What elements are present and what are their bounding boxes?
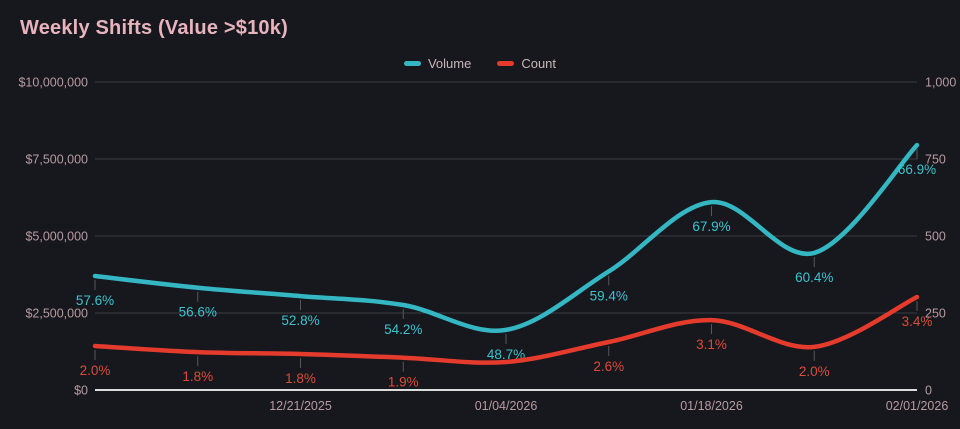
count-point-label: 1.9%	[388, 375, 419, 390]
volume-point-label: 57.6%	[76, 293, 114, 308]
legend-swatch-volume	[403, 61, 421, 66]
y-axis-right-label: 250	[925, 307, 946, 321]
volume-point-label: 59.4%	[590, 288, 628, 303]
chart-title: Weekly Shifts (Value >$10k)	[20, 17, 288, 39]
x-axis-label: 01/04/2026	[475, 399, 538, 413]
volume-point-label: 66.9%	[898, 162, 936, 177]
legend-item-count[interactable]: Count	[497, 56, 556, 71]
y-axis-left-label: $0	[74, 384, 88, 398]
count-point-label: 1.8%	[182, 369, 213, 384]
legend-label: Volume	[427, 56, 472, 71]
count-point-label: 3.1%	[696, 337, 727, 352]
y-axis-left-label: $10,000,000	[18, 76, 88, 90]
x-axis-label: 02/01/2026	[886, 399, 949, 413]
volume-point-label: 56.6%	[179, 305, 217, 320]
count-point-label: 2.0%	[799, 364, 830, 379]
legend-item-volume[interactable]: Volume	[403, 56, 472, 71]
y-axis-left-label: $7,500,000	[25, 153, 88, 167]
volume-point-label: 67.9%	[692, 219, 730, 234]
count-point-label: 2.0%	[80, 363, 111, 378]
x-axis-label: 01/18/2026	[680, 399, 743, 413]
chart-legend: Volume Count	[0, 56, 960, 71]
legend-label: Count	[521, 56, 557, 71]
y-axis-right-label: 750	[925, 153, 946, 167]
volume-point-label: 52.8%	[281, 313, 319, 328]
volume-line	[92, 142, 920, 333]
y-axis-left-label: $2,500,000	[25, 307, 88, 321]
legend-swatch-count	[497, 61, 515, 66]
volume-point-label: 60.4%	[795, 270, 833, 285]
count-point-label: 2.6%	[593, 359, 624, 374]
y-axis-right-label: 500	[925, 230, 946, 244]
count-point-label: 3.4%	[902, 314, 933, 329]
y-axis-left-label: $5,000,000	[25, 230, 88, 244]
y-axis-right-label: 0	[925, 384, 932, 398]
count-point-label: 1.8%	[285, 371, 316, 386]
volume-point-label: 48.7%	[487, 347, 525, 362]
volume-point-label: 54.2%	[384, 322, 422, 337]
x-axis-label: 12/21/2025	[269, 399, 332, 413]
count-line	[92, 294, 920, 365]
y-axis-right-label: 1,000	[925, 76, 956, 90]
